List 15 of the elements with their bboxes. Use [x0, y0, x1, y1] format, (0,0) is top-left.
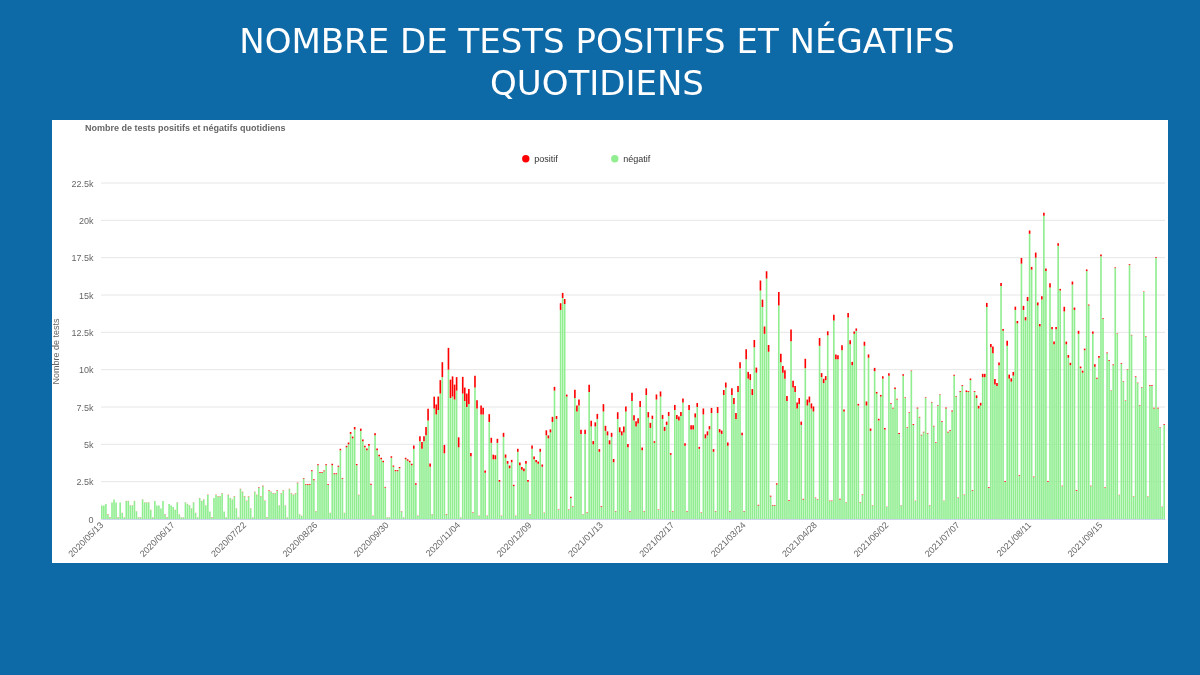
chart-title: NOMBRE DE TESTS POSITIFS ET NÉGATIFS QUOTIDIENS	[239, 21, 955, 103]
y-tick-label: 12.5k	[71, 327, 94, 338]
y-tick-label: 5k	[83, 439, 94, 450]
legend-label: positif	[534, 153, 559, 164]
y-tick-label: 2.5k	[76, 477, 94, 488]
legend-label: négatif	[623, 153, 651, 164]
chart-subtitle: Nombre de tests positifs et négatifs quotidiens	[85, 123, 286, 133]
y-tick-label: 10k	[78, 365, 94, 376]
y-tick-label: 17.5k	[71, 253, 94, 264]
y-tick-label: 20k	[78, 215, 94, 226]
y-axis-title: Nombre de tests	[51, 317, 62, 385]
y-tick-label: 0	[88, 514, 94, 525]
y-tick-label: 7.5k	[76, 402, 94, 413]
y-tick-label: 22.5k	[71, 178, 94, 189]
y-tick-label: 15k	[78, 290, 94, 301]
